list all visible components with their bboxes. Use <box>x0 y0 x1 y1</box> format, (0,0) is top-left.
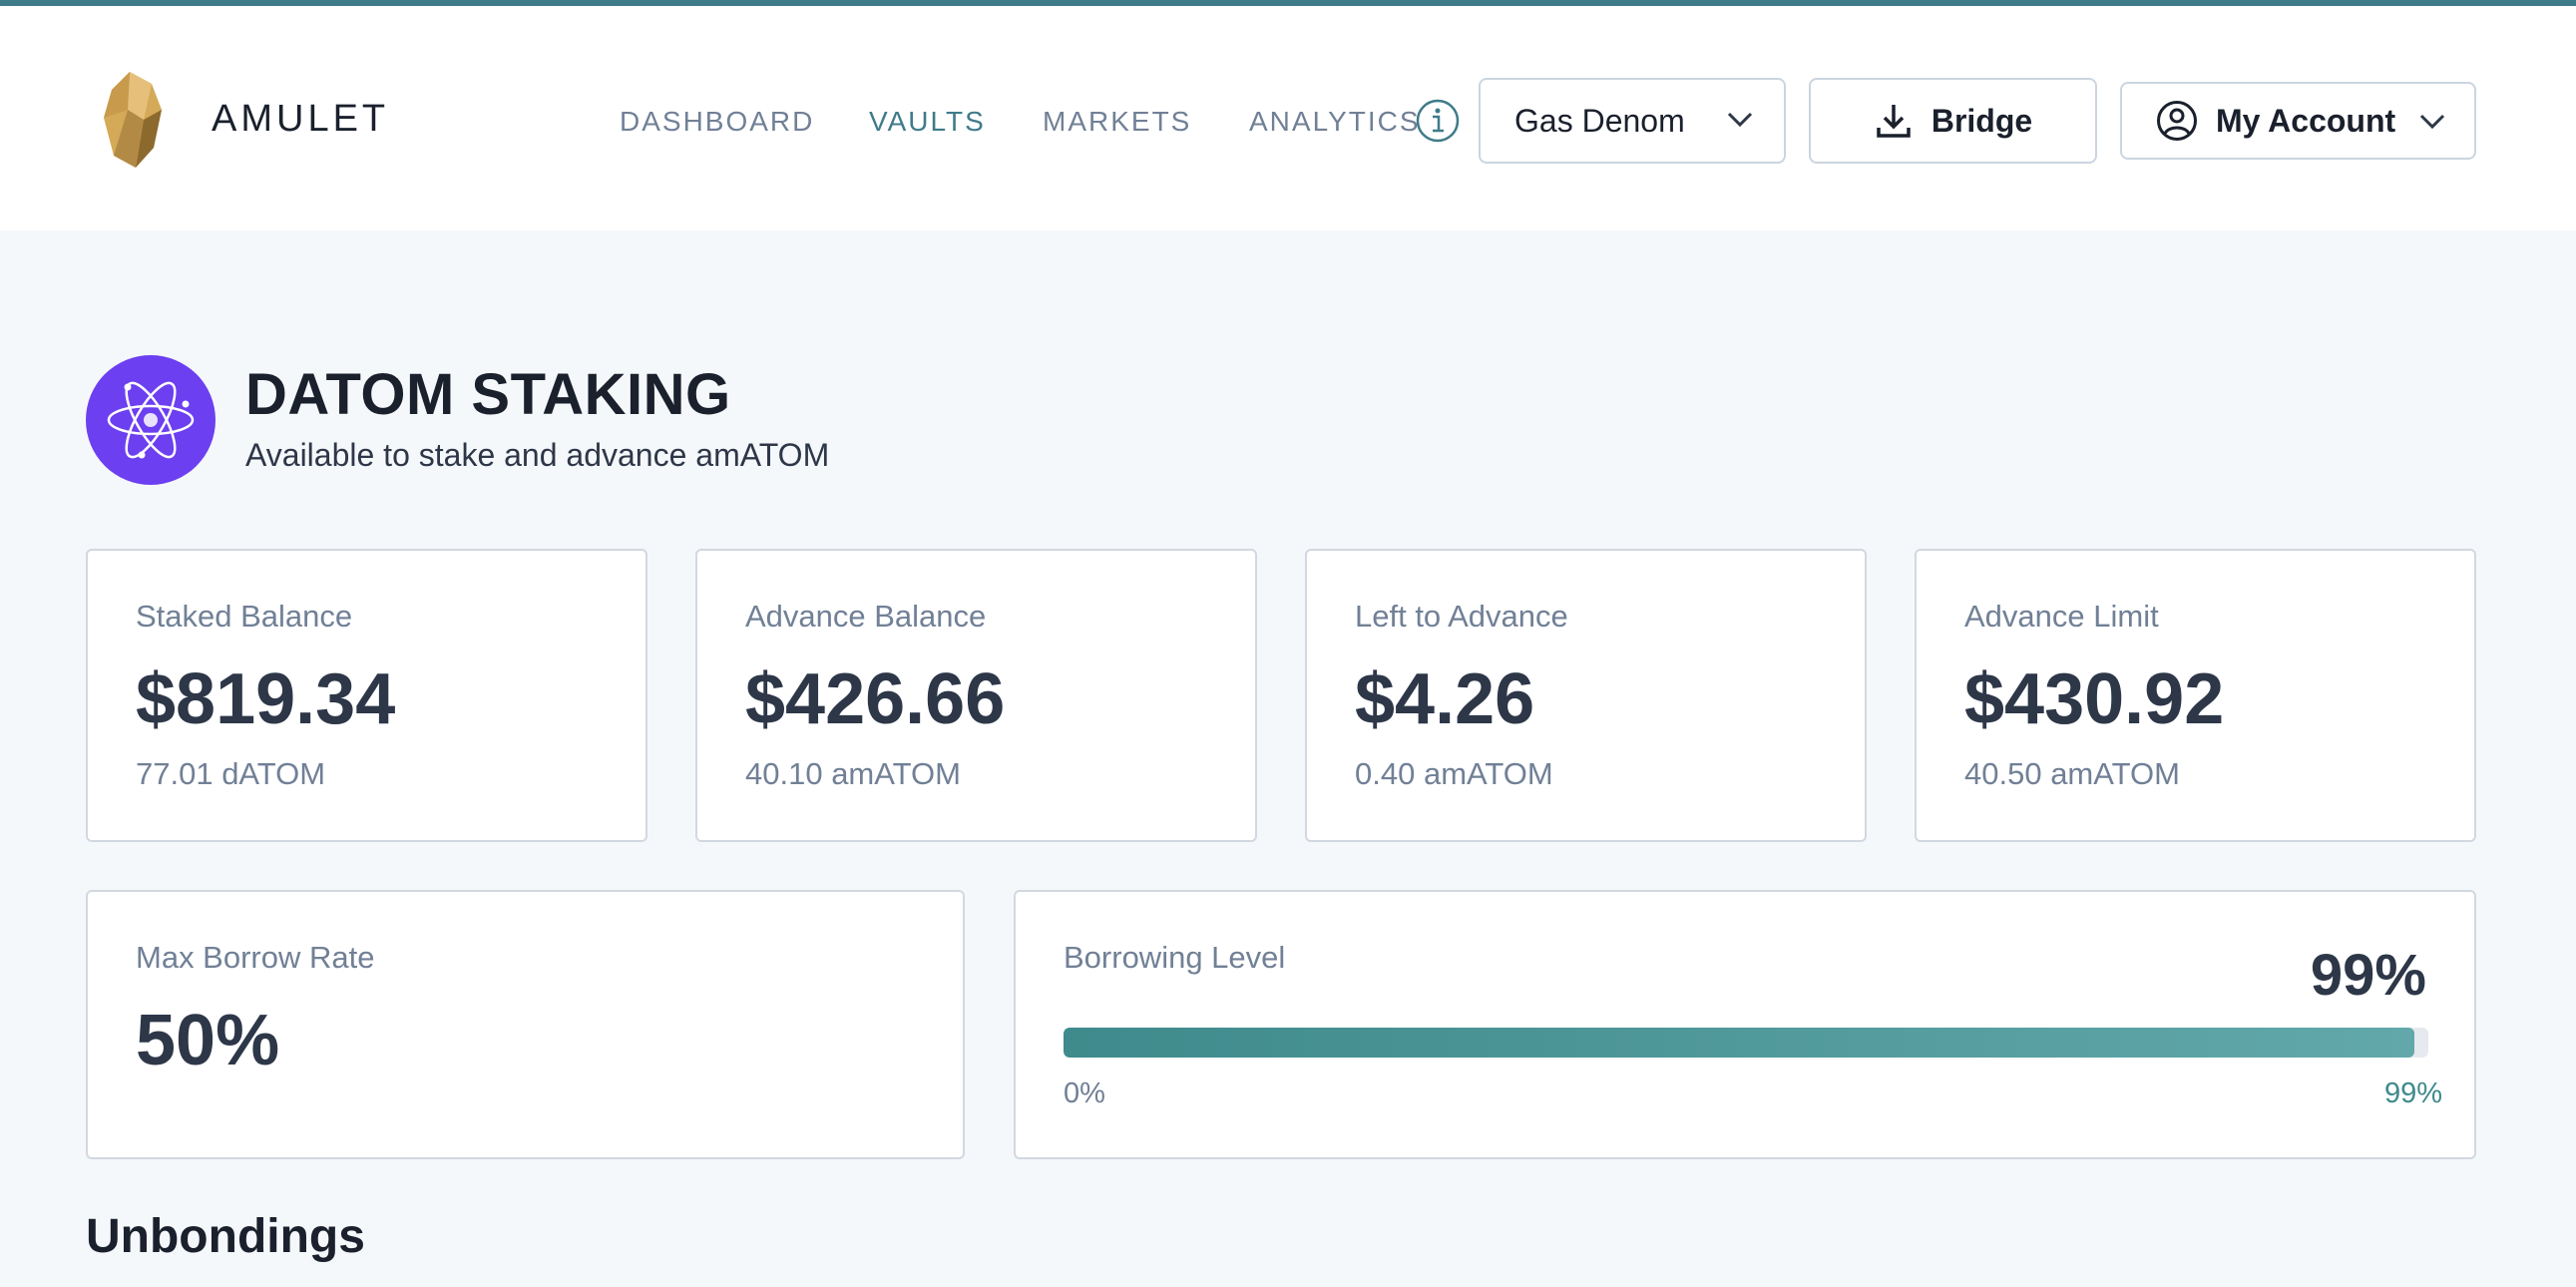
borrowing-level-value: 99% <box>2310 943 2426 1008</box>
stat-value: $430.92 <box>1964 659 2225 739</box>
gas-denom-select[interactable]: Gas Denom <box>1479 78 1786 164</box>
stat-card-advance-balance: Advance Balance $426.66 40.10 amATOM <box>695 549 1257 842</box>
progress-max-label: 99% <box>2383 1077 2442 1109</box>
stat-value: $819.34 <box>136 659 396 739</box>
page-subtitle: Available to stake and advance amATOM <box>245 437 830 473</box>
unbondings-heading: Unbondings <box>86 1210 365 1263</box>
stat-sub-value: 77.01 dATOM <box>136 756 326 791</box>
brand-name[interactable]: AMULET <box>212 98 390 140</box>
stat-card-advance-limit: Advance Limit $430.92 40.50 amATOM <box>1915 549 2476 842</box>
top-accent-line <box>0 0 2576 6</box>
stat-sub-value: 40.50 amATOM <box>1964 756 2180 791</box>
download-icon <box>1877 105 1911 138</box>
bridge-button[interactable]: Bridge <box>1809 78 2097 164</box>
borrowing-progress-fill <box>1064 1028 2415 1058</box>
chevron-down-icon <box>2419 114 2445 130</box>
bridge-label: Bridge <box>1931 102 2033 139</box>
stat-label: Left to Advance <box>1355 599 1568 634</box>
stat-value: $426.66 <box>745 659 1006 739</box>
max-borrow-rate-label: Max Borrow Rate <box>136 940 375 975</box>
nav-markets[interactable]: MARKETS <box>1043 106 1192 137</box>
my-account-label: My Account <box>2216 102 2396 139</box>
stat-value: $4.26 <box>1355 659 1535 739</box>
atom-icon <box>86 355 215 485</box>
info-icon[interactable] <box>1415 98 1461 144</box>
page-title: DATOM STAKING <box>245 362 731 427</box>
progress-min-label: 0% <box>1064 1077 1105 1109</box>
max-borrow-rate-value: 50% <box>136 1001 280 1080</box>
chevron-down-icon <box>1727 112 1753 128</box>
max-borrow-rate-card: Max Borrow Rate 50% <box>86 890 965 1159</box>
stat-label: Advance Limit <box>1964 599 2159 634</box>
borrowing-level-label: Borrowing Level <box>1064 940 1286 975</box>
borrowing-level-card: Borrowing Level 99% 0% 99% <box>1014 890 2476 1159</box>
borrowing-progress-bar <box>1064 1028 2428 1058</box>
stat-label: Staked Balance <box>136 599 353 634</box>
nav-dashboard[interactable]: DASHBOARD <box>620 106 815 137</box>
nav-analytics[interactable]: ANALYTICS <box>1249 106 1421 137</box>
stat-card-staked-balance: Staked Balance $819.34 77.01 dATOM <box>86 549 647 842</box>
app-header: AMULET DASHBOARD VAULTS MARKETS ANALYTIC… <box>0 6 2576 230</box>
gas-denom-label: Gas Denom <box>1514 102 1685 139</box>
stat-card-left-to-advance: Left to Advance $4.26 0.40 amATOM <box>1305 549 1867 842</box>
my-account-button[interactable]: My Account <box>2120 82 2476 160</box>
nav-vaults[interactable]: VAULTS <box>869 106 986 137</box>
stat-label: Advance Balance <box>745 599 987 634</box>
amulet-logo-icon[interactable] <box>100 70 170 170</box>
stat-sub-value: 0.40 amATOM <box>1355 756 1553 791</box>
stat-sub-value: 40.10 amATOM <box>745 756 961 791</box>
user-circle-icon <box>2157 101 2197 141</box>
